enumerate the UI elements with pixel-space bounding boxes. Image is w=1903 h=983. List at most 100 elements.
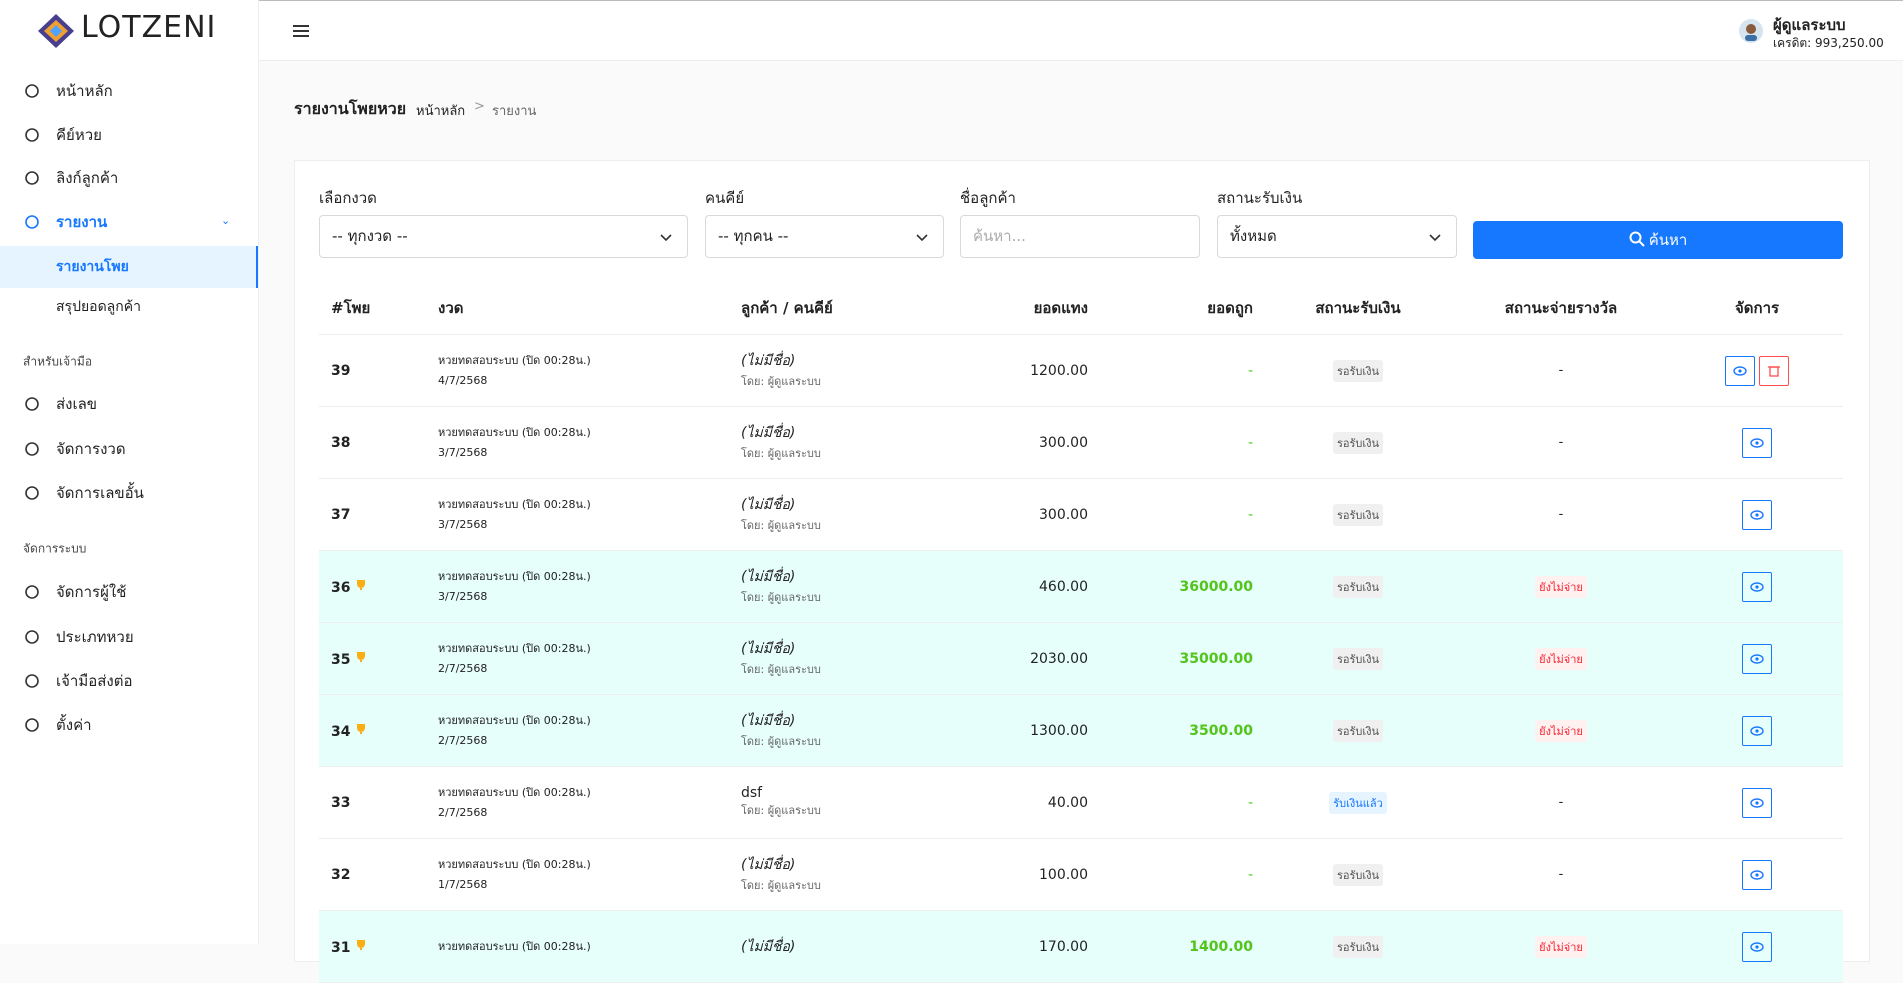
menu-item[interactable]: ลิงก์ลูกค้า	[56, 169, 119, 187]
bet-amount: 300.00	[950, 478, 1100, 551]
draw-date: 3/7/2568	[438, 517, 488, 531]
payout-status: -	[1558, 507, 1564, 522]
search-button[interactable]: ค้นหา	[1473, 221, 1843, 259]
ticket-number: 33	[331, 794, 351, 811]
payment-status: รอรับเงิน	[1332, 503, 1384, 526]
ticket-number: 39	[331, 362, 351, 379]
select-value: ทั้งหมด	[1230, 227, 1277, 245]
customer-name: (ไม่มีชื่อ)	[741, 568, 796, 585]
menu-item[interactable]: เจ้ามือส่งต่อ	[56, 672, 133, 690]
menu-icon	[24, 629, 40, 645]
view-button[interactable]	[1742, 499, 1772, 530]
view-button[interactable]	[1742, 427, 1772, 458]
cell: หวยทดสอบระบบ (ปิด 00:28น.) 2/7/2568	[426, 694, 729, 767]
menu-icon	[24, 584, 40, 600]
menu-item[interactable]: จัดการเลขอั้น	[56, 484, 144, 502]
column-header: ยอดถูก	[1100, 281, 1265, 335]
cell: (ไม่มีชื่อ) โดย: ผู้ดูแลระบบ	[729, 406, 950, 479]
select[interactable]: ทั้งหมด	[1217, 215, 1457, 258]
column-header: #โพย	[319, 281, 426, 335]
submenu-item[interactable]: รายงานโพย	[56, 259, 129, 275]
column-header: ลูกค้า / คนคีย์	[729, 281, 950, 335]
breadcrumb-link[interactable]: หน้าหลัก	[416, 104, 466, 119]
win-amount: 36000.00	[1100, 550, 1265, 623]
view-button[interactable]	[1742, 571, 1772, 602]
bet-amount: 40.00	[950, 766, 1100, 839]
ticket-number: 37	[331, 506, 351, 523]
breadcrumb-current: รายงาน	[492, 104, 537, 119]
customer-name: (ไม่มีชื่อ)	[741, 496, 796, 513]
menu-icon	[24, 214, 40, 230]
cell: หวยทดสอบระบบ (ปิด 00:28น.) 1/7/2568	[426, 838, 729, 911]
brand: LOTZENI	[81, 10, 217, 45]
cell	[1671, 334, 1843, 407]
cell	[1671, 838, 1843, 911]
draw-name: หวยทดสอบระบบ (ปิด 00:28น.)	[438, 569, 591, 583]
column-header: ยอดแทง	[950, 281, 1100, 335]
customer-name: (ไม่มีชื่อ)	[741, 712, 796, 729]
cell: รอรับเงิน	[1265, 406, 1451, 479]
win-amount: -	[1100, 406, 1265, 479]
table-row: 34 หวยทดสอบระบบ (ปิด 00:28น.) 2/7/2568 (ไม่…	[319, 694, 1843, 767]
menu-icon	[24, 717, 40, 733]
menu-item[interactable]: จัดการผู้ใช้	[56, 583, 127, 601]
ticket-number: 34	[331, 723, 351, 740]
cell: หวยทดสอบระบบ (ปิด 00:28น.) 4/7/2568	[426, 334, 729, 407]
cell: 32	[319, 838, 426, 911]
draw-name: หวยทดสอบระบบ (ปิด 00:28น.)	[438, 641, 591, 655]
cell: 37	[319, 478, 426, 551]
keyed-by: โดย: ผู้ดูแลระบบ	[741, 590, 821, 604]
menu-item[interactable]: ตั้งค่า	[56, 716, 92, 734]
menu-item[interactable]: รายงาน	[56, 213, 108, 231]
bet-amount: 170.00	[950, 910, 1100, 983]
ticket-number: 38	[331, 434, 351, 451]
menu-item[interactable]: คีย์หวย	[56, 126, 102, 144]
menu-toggle[interactable]	[293, 24, 309, 38]
submenu-item[interactable]: สรุปยอดลูกค้า	[56, 299, 141, 315]
ticket-number: 32	[331, 866, 351, 883]
text-input[interactable]: ค้นหา...	[960, 215, 1200, 258]
draw-date: 1/7/2568	[438, 877, 488, 891]
payout-status: ยังไม่จ่าย	[1535, 935, 1587, 958]
customer-name: (ไม่มีชื่อ)	[741, 640, 796, 657]
trophy-icon	[357, 939, 366, 950]
delete-button[interactable]	[1759, 355, 1789, 386]
menu-item[interactable]: หน้าหลัก	[56, 82, 113, 100]
cell	[1671, 478, 1843, 551]
bet-amount: 300.00	[950, 406, 1100, 479]
menu-item[interactable]: ประเภทหวย	[56, 628, 134, 646]
view-button[interactable]	[1742, 859, 1772, 890]
view-button[interactable]	[1742, 715, 1772, 746]
payment-status: รอรับเงิน	[1332, 647, 1384, 670]
page-title: รายงานโพยหวย	[294, 99, 407, 118]
payout-status: -	[1558, 363, 1564, 378]
payment-status: รอรับเงิน	[1332, 575, 1384, 598]
keyed-by: โดย: ผู้ดูแลระบบ	[741, 878, 821, 892]
view-button[interactable]	[1742, 787, 1772, 818]
submenu-arrow: ⌄	[221, 214, 231, 227]
menu-item[interactable]: จัดการงวด	[56, 440, 126, 458]
win-amount: -	[1100, 838, 1265, 911]
payout-status: ยังไม่จ่าย	[1535, 647, 1587, 670]
table-row: 32 หวยทดสอบระบบ (ปิด 00:28น.) 1/7/2568 (ไม่…	[319, 838, 1843, 911]
view-button[interactable]	[1742, 931, 1772, 962]
cell: 31	[319, 910, 426, 983]
user-name: ผู้ดูแลระบบ	[1773, 16, 1846, 34]
view-button[interactable]	[1742, 643, 1772, 674]
cell: (ไม่มีชื่อ) โดย: ผู้ดูแลระบบ	[729, 838, 950, 911]
select-value: -- ทุกคน --	[718, 227, 789, 245]
avatar[interactable]	[1739, 19, 1763, 43]
view-button[interactable]	[1725, 355, 1755, 386]
select[interactable]: -- ทุกงวด --	[319, 215, 688, 258]
select[interactable]: -- ทุกคน --	[705, 215, 944, 258]
keyed-by: โดย: ผู้ดูแลระบบ	[741, 803, 821, 817]
menu-icon	[24, 673, 40, 689]
win-amount: 1400.00	[1100, 910, 1265, 983]
filter-label: คนคีย์	[705, 189, 745, 207]
filter-label: ชื่อลูกค้า	[960, 189, 1016, 207]
cell: รอรับเงิน	[1265, 550, 1451, 623]
draw-date: 3/7/2568	[438, 589, 488, 603]
bet-amount: 1200.00	[950, 334, 1100, 407]
menu-item[interactable]: ส่งเลข	[56, 395, 98, 413]
keyed-by: โดย: ผู้ดูแลระบบ	[741, 518, 821, 532]
